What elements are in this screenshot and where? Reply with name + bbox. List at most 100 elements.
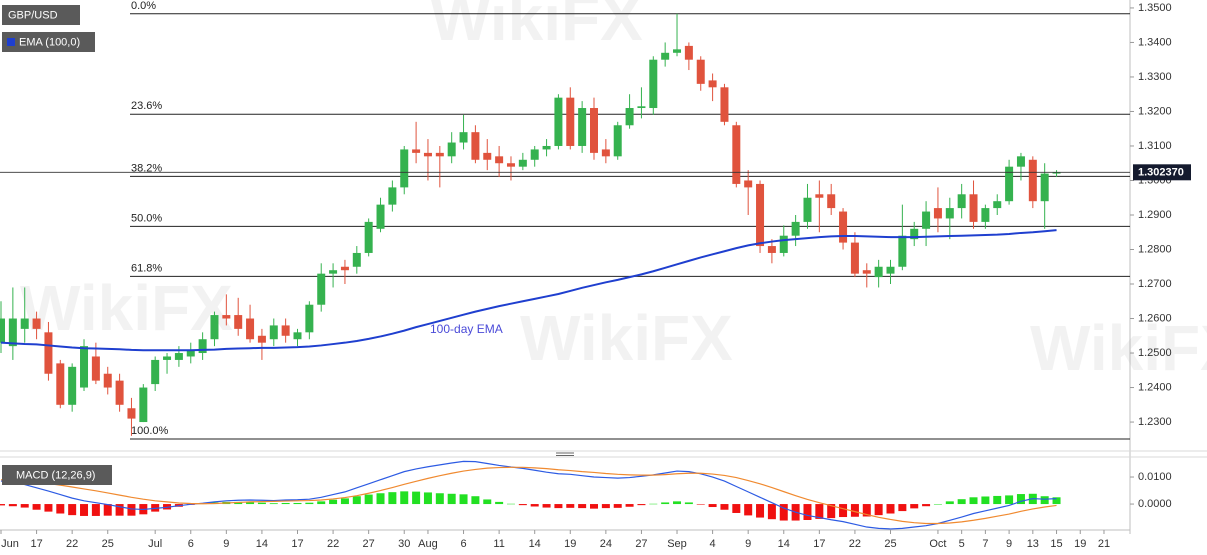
candle-body (1016, 156, 1025, 167)
candle-body (127, 408, 136, 419)
macd-histogram-bar (1016, 494, 1025, 505)
macd-histogram-bar (898, 504, 907, 512)
x-tick-label: 27 (363, 538, 375, 550)
candle-body (839, 211, 848, 243)
macd-histogram-bar (732, 504, 741, 513)
y-tick-label: 1.2800 (1138, 243, 1172, 255)
macd-histogram-bar (305, 502, 314, 505)
x-tick-label: Oct (929, 538, 946, 550)
x-tick-label: 27 (635, 538, 647, 550)
macd-histogram-bar (874, 504, 883, 516)
candle-body (708, 80, 717, 88)
candle-body (827, 194, 836, 209)
candle-body (506, 163, 515, 167)
y-tick-label: 0.0100 (1138, 471, 1172, 483)
macd-histogram-bar (708, 504, 717, 508)
macd-histogram-bar (578, 504, 587, 509)
macd-histogram-bar (744, 504, 753, 516)
x-tick-label: 22 (66, 538, 78, 550)
macd-histogram-bar (483, 499, 492, 505)
macd-histogram-bar (601, 504, 610, 509)
candle-body (649, 59, 658, 109)
candle-body (68, 366, 77, 405)
candle-body (0, 318, 5, 343)
candle-body (281, 325, 290, 336)
macd-histogram-bar (32, 504, 41, 510)
price-panel (0, 0, 1130, 450)
macd-histogram-bar (590, 504, 598, 509)
macd-histogram-bar (329, 499, 338, 505)
x-tick-label: 22 (327, 538, 339, 550)
macd-histogram-bar (637, 504, 646, 506)
indicator-box (2, 32, 95, 52)
candle-body (625, 108, 634, 126)
candle-body (779, 235, 788, 253)
macd-histogram-bar (423, 492, 432, 505)
candle-body (1005, 166, 1014, 202)
candle-body (8, 318, 17, 347)
macd-histogram-bar (661, 502, 670, 505)
candle-body (163, 356, 172, 360)
candle-body (210, 315, 219, 340)
macd-histogram-bar (839, 504, 848, 518)
last-price-label: 1.302370 (1138, 167, 1184, 179)
candle-body (483, 152, 492, 160)
macd-histogram-bar (673, 501, 682, 505)
candle-body (791, 221, 800, 236)
candle-body (435, 152, 444, 157)
macd-histogram-bar (1005, 495, 1014, 505)
candle-body (732, 125, 741, 184)
candle-body (174, 353, 183, 360)
y-tick-label: 1.3100 (1138, 140, 1172, 152)
macd-histogram-bar (613, 504, 622, 508)
candle-body (257, 335, 266, 343)
macd-histogram-bar (364, 494, 373, 505)
candle-body (317, 273, 326, 305)
macd-histogram-bar (376, 493, 385, 505)
macd-histogram-bar (554, 504, 563, 509)
candle-body (933, 208, 942, 219)
macd-histogram-bar (756, 504, 765, 518)
macd-histogram-bar (1040, 496, 1049, 505)
x-tick-label: 9 (745, 538, 751, 550)
candle-body (56, 363, 65, 405)
macd-histogram-bar (779, 504, 788, 521)
watermark: WikiFX (430, 0, 643, 54)
candle-body (246, 318, 255, 340)
candle-body (198, 339, 207, 354)
candle-body (1052, 172, 1061, 174)
macd-histogram-bar (412, 491, 421, 505)
candle-body (376, 204, 385, 229)
indicator-swatch (7, 38, 15, 46)
macd-histogram-bar (340, 498, 349, 505)
candle-body (222, 315, 231, 319)
candle-body (139, 387, 148, 423)
fib-label: 0.0% (131, 0, 156, 12)
x-tick-label: 14 (256, 538, 268, 550)
x-tick-label: 25 (102, 538, 114, 550)
symbol-box (2, 5, 80, 25)
watermark: WikiFX (520, 302, 733, 374)
macd-histogram-bar (625, 504, 634, 507)
candle-body (578, 108, 587, 146)
candle-body (495, 156, 504, 164)
y-tick-label: 1.3400 (1138, 36, 1172, 48)
candle-body (530, 149, 539, 160)
x-tick-label: 13 (1027, 538, 1039, 550)
x-tick-label: Jun (1, 538, 19, 550)
macd-histogram-bar (542, 504, 551, 508)
macd-histogram-bar (115, 504, 124, 516)
x-tick-label: 17 (291, 538, 303, 550)
candle-body (803, 197, 812, 222)
candle-body (590, 108, 598, 153)
candle-body (993, 201, 1002, 209)
ema-annotation: 100-day EMA (430, 322, 503, 336)
macd-histogram-bar (0, 504, 5, 506)
candle-body (661, 52, 670, 60)
macd-histogram-bar (696, 504, 705, 505)
symbol-label: GBP/USD (8, 9, 58, 21)
candle-body (684, 45, 693, 60)
x-tick-label: Jul (148, 538, 162, 550)
